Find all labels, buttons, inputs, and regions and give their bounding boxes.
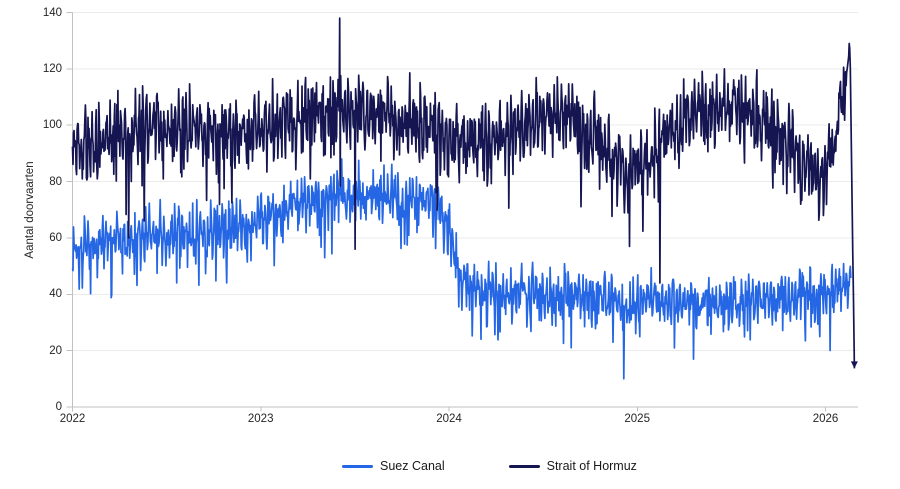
y-tick-label: 100 (42, 119, 62, 132)
legend-item-strait-of-hormuz: Strait of Hormuz (508, 459, 637, 473)
x-tick-label: 2025 (624, 413, 650, 425)
y-tick-label: 80 (49, 175, 62, 188)
legend-label-suez: Suez Canal (380, 459, 445, 473)
series-line-strait-of-hormuz (71, 17, 856, 369)
y-tick-label: 20 (49, 344, 62, 357)
series-end-arrow-icon (850, 361, 858, 369)
y-tick-label: 0 (55, 401, 62, 413)
y-tick-label: 120 (42, 62, 62, 75)
y-tick-label: 140 (42, 6, 62, 19)
x-tick-label: 2024 (436, 413, 462, 425)
legend-label-hormuz: Strait of Hormuz (546, 459, 637, 473)
legend: Suez Canal Strait of Hormuz (342, 459, 637, 473)
x-tick-label: 2023 (247, 413, 274, 425)
y-axis-title: Aantal doorvaarten (24, 161, 36, 259)
legend-line-swatch-hormuz (508, 464, 540, 468)
series-line-suez-canal (71, 158, 852, 380)
y-tick-label: 40 (49, 288, 62, 301)
x-tick-label: 2022 (59, 413, 86, 425)
y-tick-label: 60 (49, 231, 62, 244)
x-tick-label: 2026 (812, 413, 839, 425)
legend-line-swatch-suez (342, 464, 373, 468)
legend-item-suez-canal: Suez Canal (342, 459, 445, 473)
